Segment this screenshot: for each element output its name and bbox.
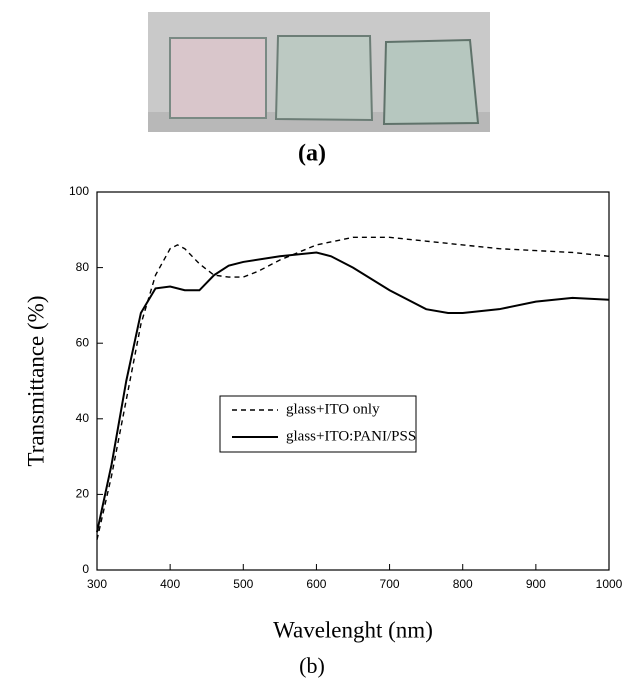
x-tick-label: 1000 bbox=[596, 577, 623, 591]
x-tick-label: 300 bbox=[87, 577, 107, 591]
legend-label: glass+ITO:PANI/PSS bbox=[286, 428, 416, 444]
x-tick-label: 400 bbox=[160, 577, 180, 591]
x-axis-label: Wavelenght (nm) bbox=[273, 617, 433, 642]
y-tick-label: 40 bbox=[76, 411, 90, 425]
legend: glass+ITO only glass+ITO:PANI/PSS bbox=[219, 395, 417, 453]
legend-box bbox=[219, 395, 417, 453]
data-line bbox=[96, 251, 610, 533]
x-tick-label: 500 bbox=[233, 577, 253, 591]
y-tick-label: 20 bbox=[76, 487, 90, 501]
y-tick-label: 60 bbox=[76, 335, 90, 349]
y-axis-label: Transmittance (%) bbox=[23, 296, 48, 467]
y-tick-label: 80 bbox=[76, 260, 90, 274]
y-tick-label: 0 bbox=[82, 562, 89, 576]
glass-plate bbox=[169, 37, 267, 119]
x-tick-label: 800 bbox=[453, 577, 473, 591]
y-tick-label: 100 bbox=[69, 184, 89, 198]
photo bbox=[148, 12, 490, 132]
x-tick-label: 700 bbox=[380, 577, 400, 591]
photo-caption: (a) bbox=[298, 141, 326, 167]
x-tick-label: 900 bbox=[526, 577, 546, 591]
x-tick-label: 600 bbox=[306, 577, 326, 591]
caption: (b) bbox=[299, 653, 325, 678]
glass-plate bbox=[274, 35, 374, 122]
glass-plate bbox=[382, 38, 480, 126]
legend-label: glass+ITO only bbox=[286, 401, 380, 417]
data-line bbox=[96, 236, 610, 540]
plot-frame bbox=[96, 191, 610, 571]
